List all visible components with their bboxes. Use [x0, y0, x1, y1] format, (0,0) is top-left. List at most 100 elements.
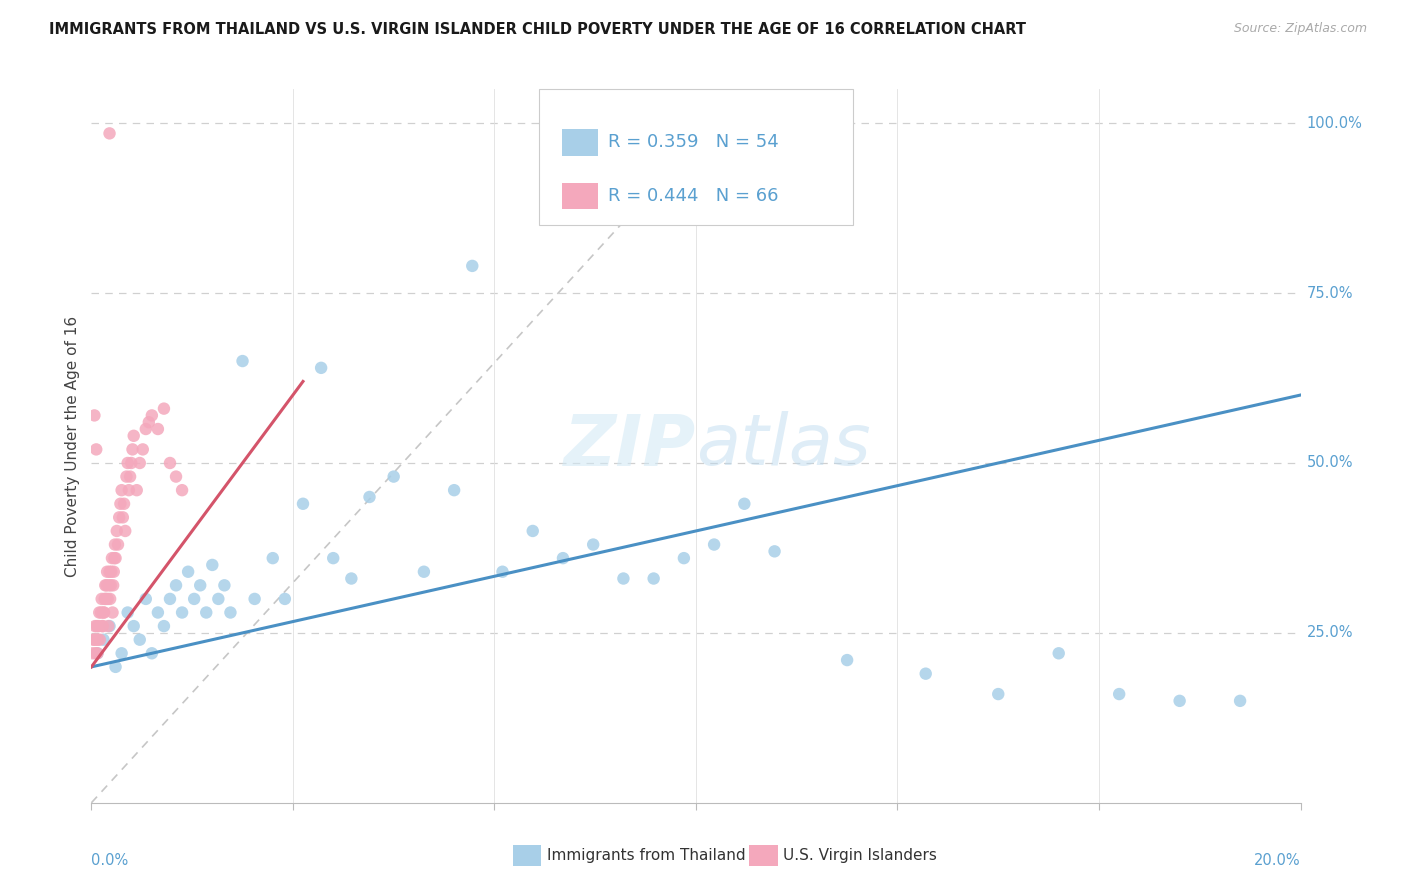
Text: Immigrants from Thailand: Immigrants from Thailand — [547, 848, 745, 863]
Point — [214, 578, 236, 592]
Point — [96, 578, 118, 592]
Text: 75.0%: 75.0% — [1306, 285, 1353, 301]
Text: atlas: atlas — [696, 411, 870, 481]
Text: R = 0.359   N = 54: R = 0.359 N = 54 — [607, 134, 779, 152]
Text: ZIP: ZIP — [564, 411, 696, 481]
Point — [89, 606, 111, 620]
Point — [86, 646, 108, 660]
Point — [219, 606, 242, 620]
Point — [93, 606, 115, 620]
Point — [188, 578, 211, 592]
Point — [84, 646, 107, 660]
Point — [763, 544, 786, 558]
Point — [110, 497, 132, 511]
Point — [84, 442, 107, 457]
Point — [98, 619, 121, 633]
Point — [292, 497, 315, 511]
Point — [86, 619, 108, 633]
Text: U.S. Virgin Islanders: U.S. Virgin Islanders — [783, 848, 936, 863]
Point — [111, 510, 134, 524]
Point — [146, 606, 169, 620]
Point — [121, 442, 143, 457]
Point — [159, 591, 181, 606]
Text: IMMIGRANTS FROM THAILAND VS U.S. VIRGIN ISLANDER CHILD POVERTY UNDER THE AGE OF : IMMIGRANTS FROM THAILAND VS U.S. VIRGIN … — [49, 22, 1026, 37]
Point — [91, 619, 114, 633]
FancyBboxPatch shape — [562, 183, 598, 209]
Point — [551, 551, 574, 566]
Point — [84, 632, 107, 647]
Point — [105, 524, 128, 538]
Point — [90, 591, 112, 606]
Point — [100, 565, 122, 579]
Point — [262, 551, 284, 566]
Point — [183, 591, 205, 606]
Point — [491, 565, 513, 579]
FancyBboxPatch shape — [562, 129, 598, 155]
Point — [672, 551, 695, 566]
Point — [1168, 694, 1191, 708]
Point — [835, 653, 858, 667]
FancyBboxPatch shape — [538, 89, 853, 225]
Point — [382, 469, 405, 483]
Point — [87, 619, 110, 633]
Point — [231, 354, 253, 368]
Point — [91, 619, 114, 633]
Point — [461, 259, 484, 273]
Point — [159, 456, 181, 470]
Point — [93, 632, 115, 647]
Text: 50.0%: 50.0% — [1306, 456, 1353, 470]
Point — [82, 646, 104, 660]
Point — [763, 109, 786, 123]
Point — [87, 632, 110, 647]
Point — [153, 619, 176, 633]
Point — [83, 632, 105, 647]
Point — [103, 551, 125, 566]
Point — [120, 456, 142, 470]
Point — [93, 591, 115, 606]
Point — [97, 591, 120, 606]
Point — [914, 666, 936, 681]
Point — [122, 619, 145, 633]
Point — [86, 646, 108, 660]
Point — [82, 632, 104, 647]
Point — [522, 524, 544, 538]
Point — [104, 537, 127, 551]
Point — [120, 469, 142, 483]
Point — [107, 537, 129, 551]
Point — [118, 483, 141, 498]
Point — [413, 565, 436, 579]
Point — [103, 565, 125, 579]
Point — [101, 606, 124, 620]
Point — [97, 578, 120, 592]
Text: Source: ZipAtlas.com: Source: ZipAtlas.com — [1233, 22, 1367, 36]
Point — [111, 646, 132, 660]
Text: 20.0%: 20.0% — [1254, 853, 1301, 868]
Point — [309, 360, 332, 375]
Point — [1047, 646, 1070, 660]
Point — [1229, 694, 1251, 708]
Point — [172, 606, 194, 620]
Point — [165, 469, 187, 483]
Point — [207, 591, 229, 606]
Point — [98, 127, 121, 141]
Point — [201, 558, 224, 572]
Point — [172, 483, 194, 498]
Point — [153, 401, 176, 416]
Point — [1108, 687, 1130, 701]
Point — [98, 591, 121, 606]
Point — [132, 442, 155, 457]
Point — [98, 565, 121, 579]
Point — [128, 456, 150, 470]
Text: 100.0%: 100.0% — [1306, 116, 1362, 131]
Point — [146, 422, 169, 436]
Text: 25.0%: 25.0% — [1306, 625, 1353, 640]
Point — [733, 497, 755, 511]
Point — [443, 483, 465, 498]
Point — [93, 606, 115, 620]
Point — [177, 565, 200, 579]
Point — [111, 483, 132, 498]
Point — [117, 456, 139, 470]
Point — [141, 646, 163, 660]
Point — [195, 606, 218, 620]
Point — [117, 606, 139, 620]
